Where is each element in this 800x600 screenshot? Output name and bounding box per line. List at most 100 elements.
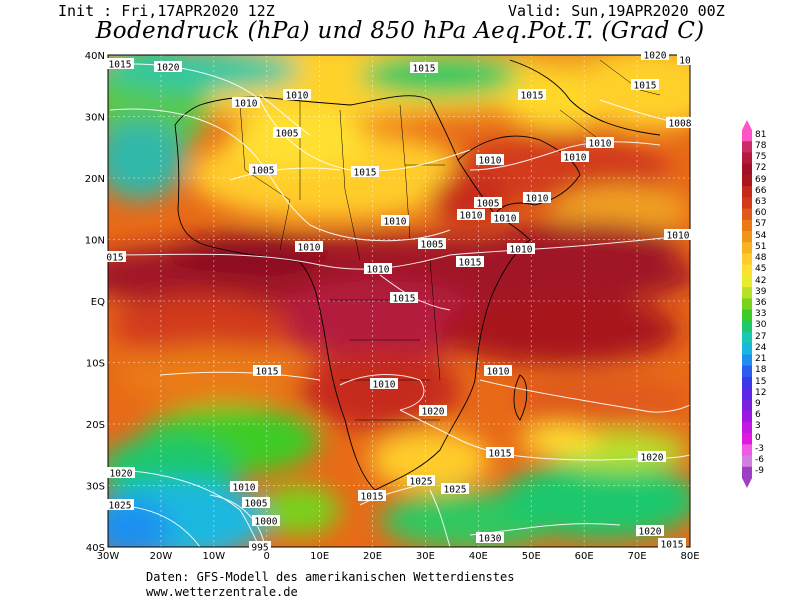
scale-swatch: [742, 343, 752, 356]
svg-text:1015: 1015: [661, 540, 684, 551]
temperature-field: [108, 55, 690, 547]
scale-label: 72: [755, 163, 767, 174]
svg-text:1015: 1015: [459, 258, 482, 269]
isobar-label: 1015: [390, 292, 418, 305]
scale-swatch: [742, 208, 752, 221]
svg-text:1010: 1010: [494, 214, 517, 225]
scale-label: 18: [755, 365, 767, 376]
svg-text:1000: 1000: [255, 517, 278, 528]
scale-swatch: [742, 219, 752, 232]
svg-text:1005: 1005: [477, 199, 500, 210]
scale-label: 21: [755, 354, 767, 365]
scale-swatch: [742, 332, 752, 344]
svg-text:1010: 1010: [298, 243, 321, 254]
isobar-label: 1025: [407, 475, 435, 488]
svg-text:1015: 1015: [393, 294, 416, 305]
scale-swatch: [742, 275, 752, 288]
isobar-label: 1015: [106, 58, 134, 71]
scale-swatch: [742, 354, 752, 367]
isobar-label: 1010: [491, 212, 519, 225]
scale-label: 30: [755, 320, 767, 331]
scale-swatch: [742, 455, 752, 468]
svg-text:1015: 1015: [109, 60, 132, 71]
isobar-label: 1025: [106, 499, 134, 512]
scale-label: 33: [755, 309, 767, 320]
scale-label: 0: [755, 432, 761, 443]
isobar-label: 1010: [664, 229, 692, 242]
scale-label: 27: [755, 331, 767, 342]
isobar-label: 1010: [381, 215, 409, 228]
latitude-tick-label: 40N: [85, 51, 105, 62]
svg-text:1020: 1020: [157, 63, 180, 74]
svg-text:995: 995: [251, 543, 268, 554]
isobar-label: 1010: [230, 481, 258, 494]
svg-text:1010: 1010: [373, 380, 396, 391]
isobar-label: 1020: [154, 61, 182, 74]
scale-swatch: [742, 421, 752, 434]
isobar-label: 1015: [631, 79, 659, 92]
svg-text:1025: 1025: [410, 477, 433, 488]
scale-swatch: [742, 309, 752, 322]
scale-label: 78: [755, 140, 767, 151]
scale-label: 69: [755, 174, 767, 185]
latitude-tick-label: 10N: [85, 236, 105, 247]
isobar-label: 1010: [283, 89, 311, 102]
latitude-tick-label: 30N: [85, 113, 105, 124]
isobar-label: 1015: [456, 256, 484, 269]
footer-website: www.wetterzentrale.de: [146, 585, 298, 599]
scale-swatch: [742, 287, 752, 299]
scale-swatch: [742, 242, 752, 254]
isobar-label: 1005: [474, 197, 502, 210]
scale-label: 57: [755, 219, 767, 230]
isobar-label: 1015: [658, 538, 686, 551]
scale-swatch: [742, 231, 752, 243]
longitude-tick-label: 20E: [363, 551, 382, 562]
svg-text:1005: 1005: [245, 499, 268, 510]
isobar-label: 10: [677, 54, 693, 67]
scale-label: 3: [755, 421, 761, 432]
longitude-tick-label: 30E: [416, 551, 435, 562]
isobar-label: 1005: [249, 164, 277, 177]
scale-label: 36: [755, 298, 767, 308]
svg-text:1010: 1010: [526, 194, 549, 205]
svg-text:1010: 1010: [510, 245, 533, 256]
svg-text:1010: 1010: [487, 367, 510, 378]
svg-text:1010: 1010: [286, 91, 309, 102]
isobar-label: 1015: [253, 365, 281, 378]
scale-label: 54: [755, 230, 767, 241]
longitude-tick-label: 30W: [97, 551, 120, 562]
latitude-tick-label: 10S: [86, 359, 105, 370]
isobar-label: 1015: [518, 89, 546, 102]
isobar-lines: [108, 63, 690, 547]
scale-swatch: [742, 376, 752, 389]
isobar-label: 1010: [370, 378, 398, 391]
svg-text:1010: 1010: [367, 265, 390, 276]
svg-text:1015: 1015: [489, 449, 512, 460]
isobar-label: 1010: [295, 241, 323, 254]
svg-text:1010: 1010: [479, 156, 502, 167]
scale-label: 75: [755, 152, 767, 163]
isobar-label: 1010: [484, 365, 512, 378]
scale-swatch: [742, 163, 752, 176]
svg-text:1015: 1015: [634, 81, 657, 92]
longitude-tick-label: 70E: [628, 551, 647, 562]
isobar-label: 1020: [641, 49, 669, 62]
isobar-label: 1015: [351, 166, 379, 179]
longitude-tick-label: 40E: [469, 551, 488, 562]
svg-text:1025: 1025: [109, 501, 132, 512]
scale-swatch: [742, 253, 752, 266]
longitude-tick-label: 50E: [522, 551, 541, 562]
isobar-label: 1005: [242, 497, 270, 510]
scale-arrow-down: [742, 478, 752, 488]
isobar-label: 1010: [232, 97, 260, 110]
color-scale: [742, 120, 752, 488]
longitude-tick-label: 20W: [150, 551, 173, 562]
scale-label: 60: [755, 208, 767, 219]
svg-text:1010: 1010: [589, 139, 612, 150]
latitude-tick-label: EQ: [91, 297, 105, 308]
scale-swatch: [742, 388, 752, 400]
scale-label: 6: [755, 410, 761, 421]
scale-label: 12: [755, 387, 767, 398]
isobar-label: 1015: [358, 490, 386, 503]
